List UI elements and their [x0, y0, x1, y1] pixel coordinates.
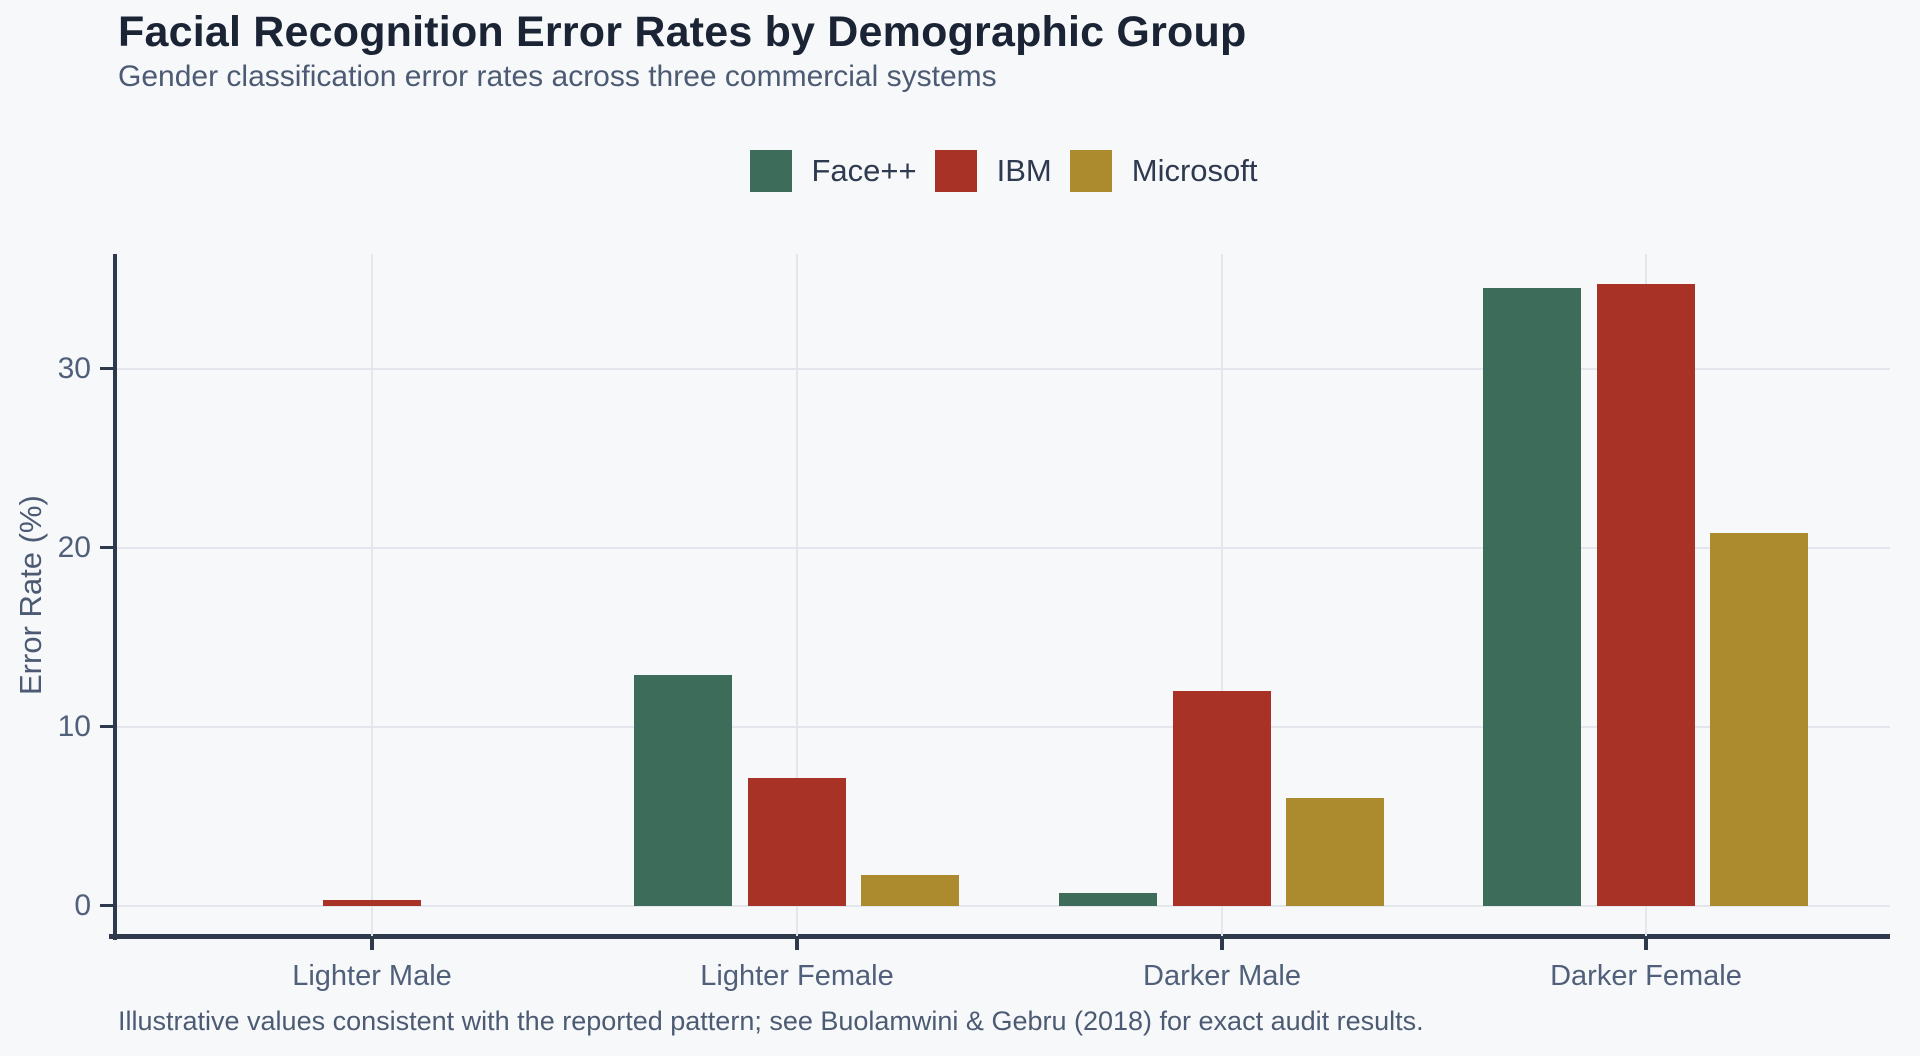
gridline-x-darker-male — [1221, 254, 1223, 936]
y-tick-label-0: 0 — [74, 888, 91, 922]
legend-item-microsoft: Microsoft — [1069, 150, 1258, 192]
chart-title: Facial Recognition Error Rates by Demogr… — [118, 8, 1247, 56]
bar-ibm-lighter-female — [747, 778, 846, 906]
legend-item-face: Face++ — [749, 150, 917, 192]
legend-label-ibm: IBM — [996, 153, 1052, 188]
y-tick-label-10: 10 — [57, 709, 91, 743]
chart-subtitle: Gender classification error rates across… — [118, 60, 997, 93]
x-tick-lighter-male — [370, 939, 374, 950]
bar-face-lighter-female — [634, 674, 732, 906]
bar-ibm-lighter-male — [322, 900, 421, 906]
y-tick-0 — [100, 904, 117, 908]
y-tick-label-20: 20 — [57, 530, 91, 564]
x-tick-lighter-female — [795, 939, 799, 950]
x-label-lighter-male: Lighter Male — [292, 960, 452, 992]
y-tick-label-30: 30 — [57, 351, 91, 385]
gridline-y-0 — [117, 904, 1890, 907]
y-tick-10 — [100, 725, 117, 729]
x-axis-line — [109, 934, 1890, 939]
bar-microsoft-darker-female — [1710, 533, 1808, 906]
x-label-lighter-female: Lighter Female — [700, 960, 894, 992]
legend-label-face: Face++ — [811, 153, 917, 188]
bar-ibm-darker-male — [1172, 690, 1271, 906]
x-label-darker-male: Darker Male — [1143, 960, 1301, 992]
bar-face-darker-male — [1059, 893, 1157, 906]
y-tick-20 — [100, 546, 117, 550]
gridline-x-lighter-female — [796, 254, 798, 936]
gridline-x-lighter-male — [371, 254, 373, 936]
x-tick-darker-female — [1644, 939, 1648, 950]
legend-swatch-ibm — [934, 150, 977, 192]
bar-face-darker-female — [1483, 288, 1581, 906]
legend-swatch-face — [749, 150, 792, 192]
x-label-darker-female: Darker Female — [1550, 960, 1742, 992]
legend-swatch-microsoft — [1069, 150, 1112, 192]
legend-item-ibm: IBM — [934, 150, 1052, 192]
footnote: Illustrative values consistent with the … — [118, 1006, 1424, 1036]
plot-area: 0 10 20 30 Lighter Male Lighter Female Darker … — [58, 254, 1890, 992]
bar-ibm-darker-female — [1596, 284, 1695, 906]
x-tick-darker-male — [1220, 939, 1224, 950]
y-axis-line — [113, 254, 117, 940]
gridline-y-30 — [117, 367, 1890, 370]
legend: Face++ IBM Microsoft — [117, 150, 1890, 192]
y-tick-30 — [100, 367, 117, 371]
gridline-y-20 — [117, 546, 1890, 549]
bar-microsoft-darker-male — [1286, 798, 1384, 906]
bar-microsoft-lighter-female — [861, 875, 959, 906]
legend-label-microsoft: Microsoft — [1131, 153, 1258, 188]
gridline-y-10 — [117, 725, 1890, 728]
